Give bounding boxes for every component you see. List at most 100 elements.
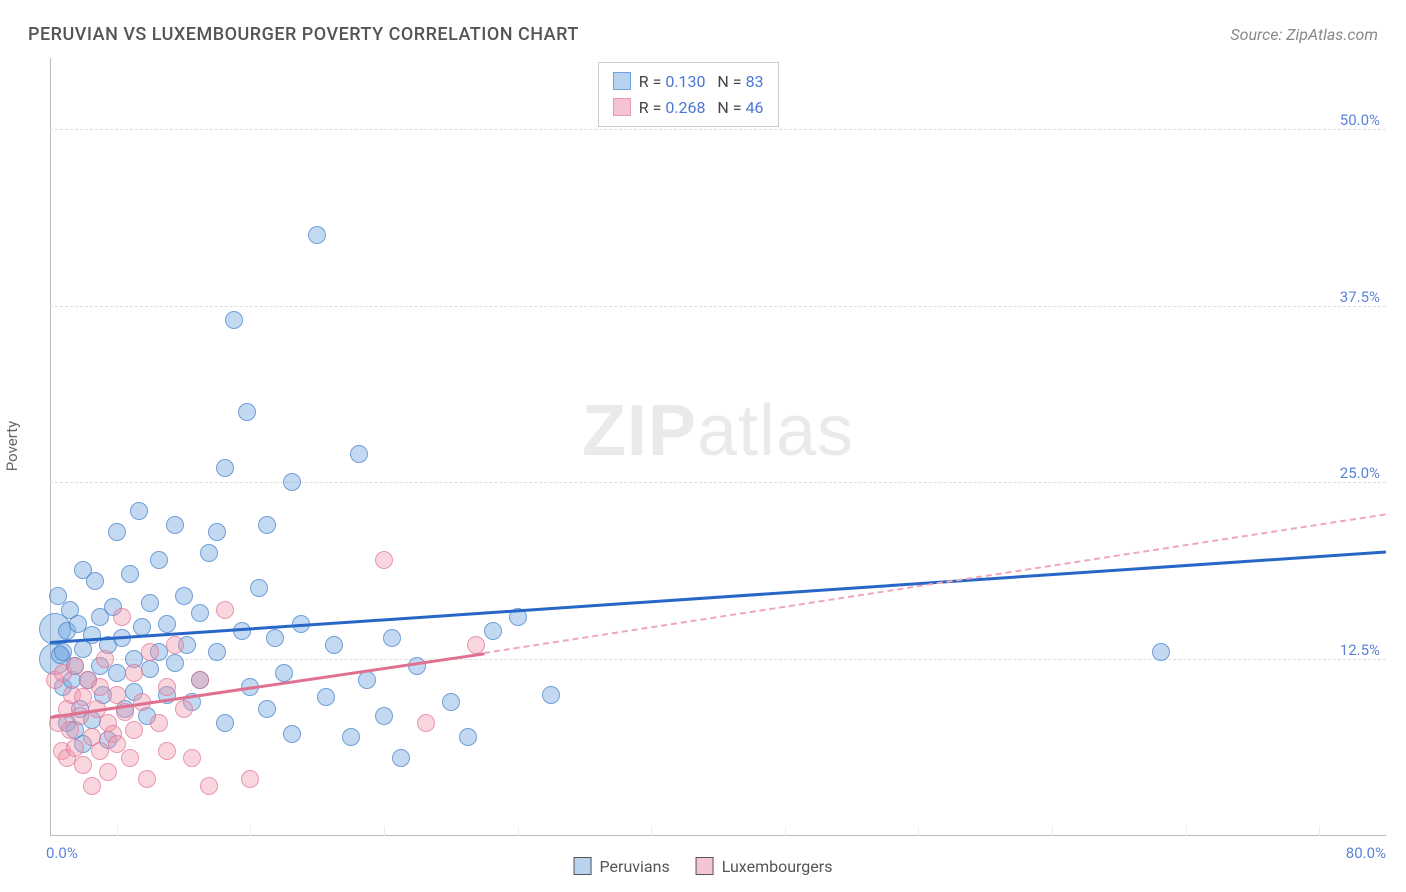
data-point [150,551,168,569]
data-point [484,622,502,640]
grid-line [50,659,1386,660]
data-point [191,671,209,689]
data-point [225,311,243,329]
x-tick [1186,826,1187,836]
legend-item: Peruvians [574,857,670,876]
data-point [86,572,104,590]
data-point [166,654,184,672]
watermark: ZIPatlas [582,390,854,472]
regression-line [50,550,1386,644]
data-point [1152,643,1170,661]
data-point [158,678,176,696]
data-point [191,604,209,622]
data-point [108,735,126,753]
x-tick [1319,826,1320,836]
n-value: 83 [746,72,764,91]
data-point [99,763,117,781]
data-point [200,777,218,795]
data-point [125,721,143,739]
data-point [175,700,193,718]
x-min-label: 0.0% [46,844,78,862]
grid-line [50,129,1386,130]
x-tick [384,826,385,836]
data-point [158,742,176,760]
grid-line [50,482,1386,483]
chart-title: PERUVIAN VS LUXEMBOURGER POVERTY CORRELA… [28,24,579,45]
legend-swatch [696,857,714,875]
data-point [108,664,126,682]
y-tick-label: 50.0% [1340,111,1380,129]
data-point [417,714,435,732]
data-point [442,693,460,711]
chart-area: ZIPatlas R = 0.130 N = 83R = 0.268 N = 4… [50,58,1386,836]
y-tick-label: 12.5% [1340,641,1380,659]
data-point [216,714,234,732]
data-point [108,523,126,541]
data-point [74,756,92,774]
n-label: N = [717,98,741,117]
x-tick [518,826,519,836]
data-point [91,742,109,760]
data-point [183,749,201,767]
grid-line [50,306,1386,307]
data-point [216,459,234,477]
y-tick-label: 37.5% [1340,288,1380,306]
regression-line [484,513,1386,654]
data-point [133,618,151,636]
x-tick [651,826,652,836]
data-point [166,516,184,534]
data-point [125,664,143,682]
data-point [108,686,126,704]
data-point [141,594,159,612]
data-point [542,686,560,704]
data-point [375,707,393,725]
data-point [317,688,335,706]
data-point [141,643,159,661]
r-value: 0.268 [665,98,705,117]
data-point [241,770,259,788]
x-tick [250,826,251,836]
data-point [83,777,101,795]
data-point [358,671,376,689]
data-point [175,587,193,605]
data-point [113,608,131,626]
data-point [208,643,226,661]
legend-swatch [574,857,592,875]
data-point [408,657,426,675]
legend-swatch [613,98,631,116]
data-point [216,601,234,619]
data-point [96,650,114,668]
legend-stat-row: R = 0.268 N = 46 [613,95,764,121]
data-point [342,728,360,746]
chart-source: Source: ZipAtlas.com [1230,25,1378,44]
data-point [91,678,109,696]
data-point [208,523,226,541]
data-point [166,636,184,654]
data-point [258,516,276,534]
legend-stats: R = 0.130 N = 83R = 0.268 N = 46 [598,62,779,127]
data-point [283,725,301,743]
data-point [283,473,301,491]
data-point [71,707,89,725]
r-value: 0.130 [665,72,705,91]
legend-stat-row: R = 0.130 N = 83 [613,69,764,95]
data-point [258,700,276,718]
x-tick [1052,826,1053,836]
data-point [238,403,256,421]
x-tick [117,826,118,836]
n-label: N = [717,72,741,91]
data-point [141,660,159,678]
data-point [459,728,477,746]
data-point [308,226,326,244]
data-point [158,615,176,633]
data-point [350,445,368,463]
x-max-label: 80.0% [1346,844,1386,862]
legend-swatch [613,72,631,90]
data-point [467,636,485,654]
data-point [66,739,84,757]
y-tick-label: 25.0% [1340,464,1380,482]
x-tick [785,826,786,836]
data-point [275,664,293,682]
data-point [138,770,156,788]
n-value: 46 [746,98,764,117]
